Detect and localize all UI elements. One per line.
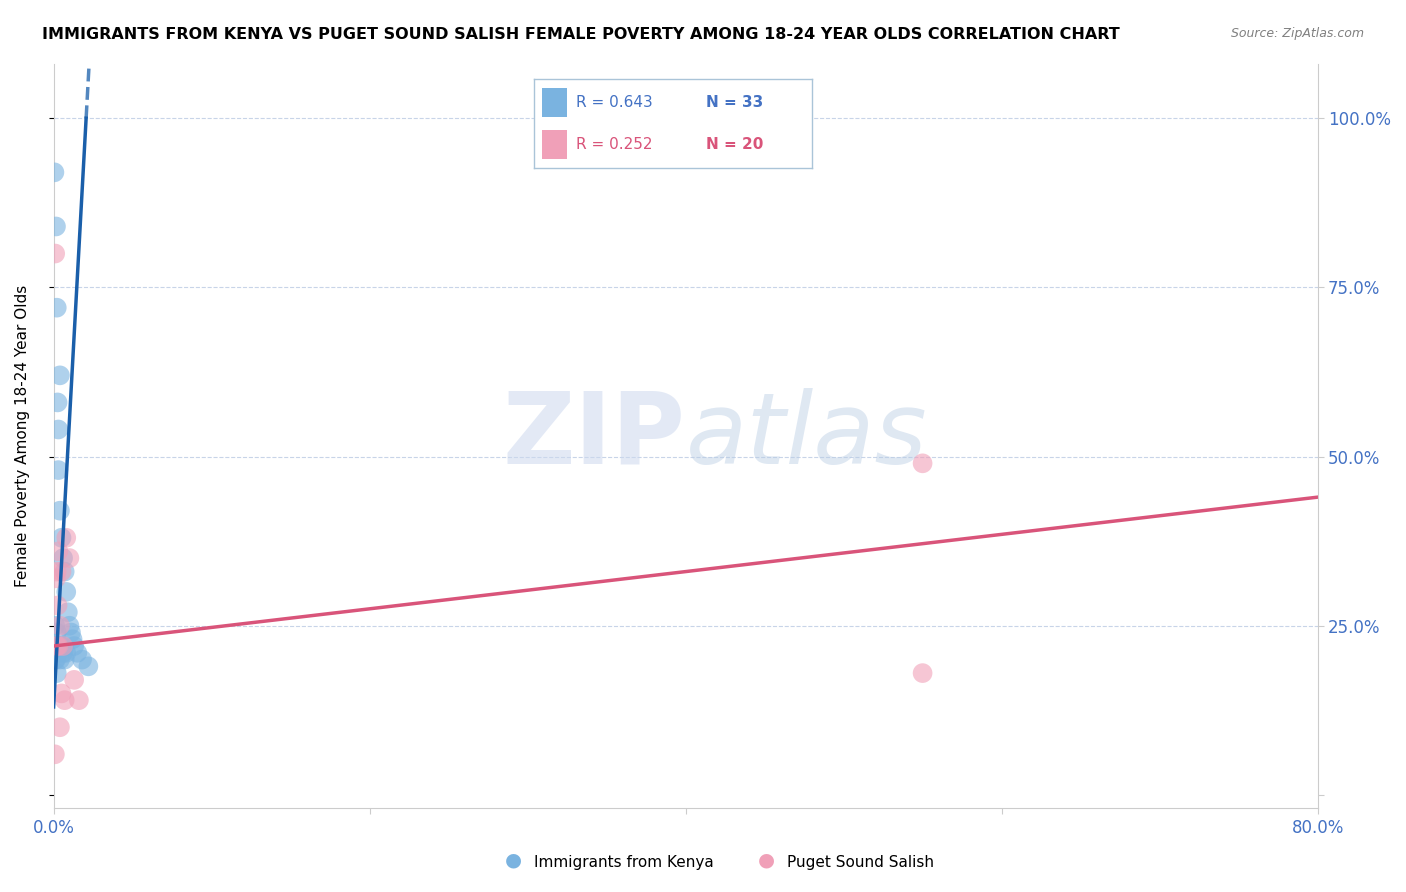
Point — [51, 531, 73, 545]
Text: IMMIGRANTS FROM KENYA VS PUGET SOUND SALISH FEMALE POVERTY AMONG 18-24 YEAR OLDS: IMMIGRANTS FROM KENYA VS PUGET SOUND SAL… — [42, 27, 1121, 42]
Point — [56, 605, 79, 619]
Text: Puget Sound Salish: Puget Sound Salish — [787, 855, 935, 870]
Y-axis label: Female Poverty Among 18-24 Year Olds: Female Poverty Among 18-24 Year Olds — [15, 285, 30, 587]
Point — [45, 666, 67, 681]
Text: ZIP: ZIP — [503, 388, 686, 484]
Point — [70, 652, 93, 666]
Point — [49, 720, 72, 734]
Point — [58, 618, 80, 632]
Point — [48, 463, 70, 477]
Text: Immigrants from Kenya: Immigrants from Kenya — [534, 855, 714, 870]
Point — [49, 504, 72, 518]
Point — [45, 301, 67, 315]
Point — [45, 652, 67, 666]
Point — [45, 219, 67, 234]
Point — [51, 565, 73, 579]
Point — [48, 544, 70, 558]
Point — [44, 747, 66, 762]
Point — [59, 625, 82, 640]
Point — [67, 693, 90, 707]
Point — [44, 246, 66, 260]
Point — [77, 659, 100, 673]
Point — [51, 639, 73, 653]
Point — [45, 565, 67, 579]
Point — [48, 422, 70, 436]
Point — [48, 646, 70, 660]
Point — [911, 456, 934, 470]
Point — [44, 165, 66, 179]
Point — [49, 618, 72, 632]
Point — [44, 652, 66, 666]
Point — [55, 531, 77, 545]
Text: Source: ZipAtlas.com: Source: ZipAtlas.com — [1230, 27, 1364, 40]
Point — [63, 639, 86, 653]
Point — [52, 639, 75, 653]
Point — [53, 693, 76, 707]
Point — [52, 551, 75, 566]
Point — [66, 646, 89, 660]
Point — [911, 666, 934, 681]
Point — [62, 632, 84, 647]
Point — [45, 571, 67, 585]
Point — [63, 673, 86, 687]
Point — [49, 368, 72, 383]
Point — [48, 639, 70, 653]
Point — [52, 646, 75, 660]
Point — [46, 395, 69, 409]
Point — [55, 646, 77, 660]
Point — [51, 686, 73, 700]
Text: ●: ● — [758, 851, 775, 870]
Point — [53, 652, 76, 666]
Point — [44, 639, 66, 653]
Point — [46, 599, 69, 613]
Point — [45, 625, 67, 640]
Point — [44, 618, 66, 632]
Point — [53, 565, 76, 579]
Text: ●: ● — [505, 851, 522, 870]
Point — [45, 639, 67, 653]
Point — [58, 551, 80, 566]
Text: atlas: atlas — [686, 388, 927, 484]
Point — [55, 585, 77, 599]
Point — [49, 652, 72, 666]
Point — [48, 639, 70, 653]
